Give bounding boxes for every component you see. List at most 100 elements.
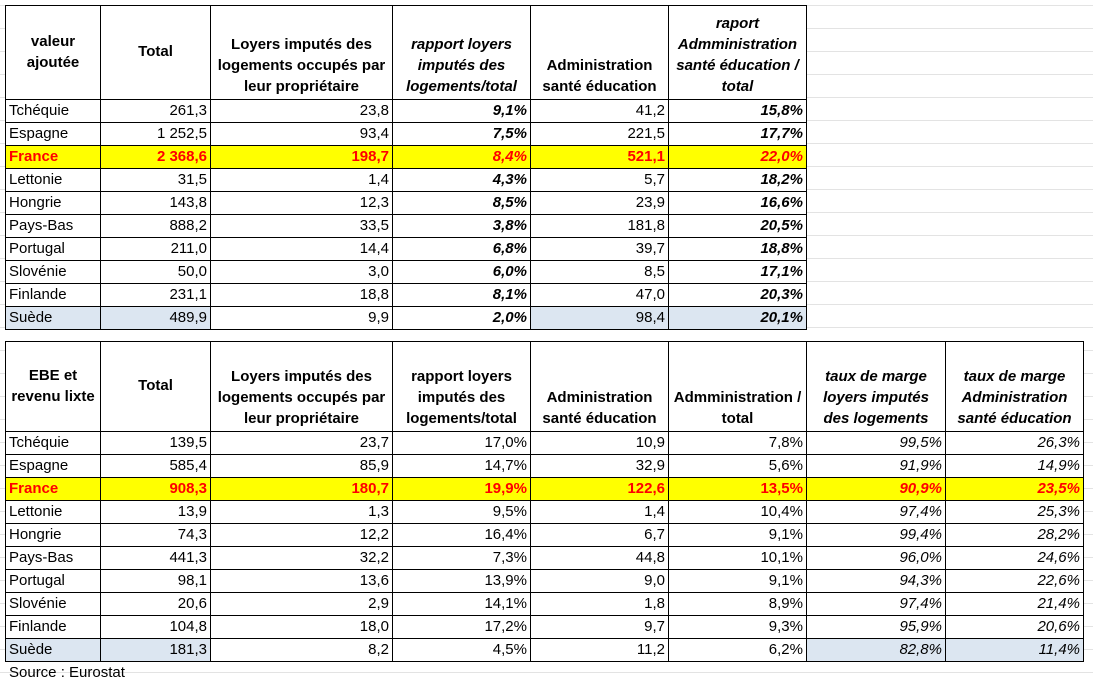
country-cell: Tchéquie [5, 99, 101, 123]
value-cell: 44,8 [530, 546, 669, 570]
value-cell: 91,9% [806, 454, 946, 478]
value-cell: 7,8% [668, 431, 807, 455]
country-cell: Espagne [5, 122, 101, 146]
value-cell: 33,5 [210, 214, 393, 238]
value-cell: 99,5% [806, 431, 946, 455]
value-cell: 18,2% [668, 168, 807, 192]
value-cell: 10,9 [530, 431, 669, 455]
value-cell: 22,6% [945, 569, 1084, 593]
value-cell: 90,9% [806, 477, 946, 501]
value-cell: 32,9 [530, 454, 669, 478]
value-cell: 1,3 [210, 500, 393, 524]
country-cell: Lettonie [5, 500, 101, 524]
value-cell: 97,4% [806, 500, 946, 524]
value-cell: 9,7 [530, 615, 669, 639]
value-cell: 85,9 [210, 454, 393, 478]
value-cell: 9,0 [530, 569, 669, 593]
data-row: Tchéquie 261,3 23,8 9,1% 41,2 15,8% [5, 99, 807, 123]
data-row: Lettonie 13,9 1,3 9,5% 1,4 10,4% 97,4% 25,3% [5, 500, 1084, 524]
data-row: Pays-Bas 888,2 33,5 3,8% 181,8 20,5% [5, 214, 807, 238]
value-cell: 5,7 [530, 168, 669, 192]
data-row: France 908,3 180,7 19,9% 122,6 13,5% 90,9% 23,5… [5, 477, 1084, 501]
value-cell: 98,1 [100, 569, 211, 593]
data-row: Portugal 98,1 13,6 13,9% 9,0 9,1% 94,3% 22,6% [5, 569, 1084, 593]
value-cell: 908,3 [100, 477, 211, 501]
value-cell: 8,9% [668, 592, 807, 616]
value-cell: 18,8% [668, 237, 807, 261]
value-cell: 47,0 [530, 283, 669, 307]
value-cell: 104,8 [100, 615, 211, 639]
value-cell: 14,4 [210, 237, 393, 261]
value-cell: 74,3 [100, 523, 211, 547]
value-cell: 3,0 [210, 260, 393, 284]
value-cell: 8,5 [530, 260, 669, 284]
value-cell: 20,6 [100, 592, 211, 616]
value-cell: 9,1% [668, 523, 807, 547]
value-cell: 6,8% [392, 237, 531, 261]
header-cell: Loyers imputés des logements occupés par… [210, 5, 393, 100]
value-cell: 18,8 [210, 283, 393, 307]
value-cell: 231,1 [100, 283, 211, 307]
value-cell: 12,2 [210, 523, 393, 547]
value-cell: 2,0% [392, 306, 531, 330]
value-cell: 441,3 [100, 546, 211, 570]
value-cell: 23,5% [945, 477, 1084, 501]
value-cell: 10,1% [668, 546, 807, 570]
country-cell: Suède [5, 638, 101, 662]
value-cell: 97,4% [806, 592, 946, 616]
country-cell: Finlande [5, 283, 101, 307]
value-cell: 585,4 [100, 454, 211, 478]
value-cell: 14,1% [392, 592, 531, 616]
header-cell: valeur ajoutée [5, 5, 101, 100]
value-cell: 41,2 [530, 99, 669, 123]
value-cell: 9,1% [668, 569, 807, 593]
value-cell: 8,5% [392, 191, 531, 215]
value-cell: 17,1% [668, 260, 807, 284]
value-added-table: valeur ajoutée Total Loyers imputés des lo… [5, 5, 807, 330]
value-cell: 39,7 [530, 237, 669, 261]
value-cell: 3,8% [392, 214, 531, 238]
value-cell: 50,0 [100, 260, 211, 284]
value-cell: 6,2% [668, 638, 807, 662]
value-cell: 19,9% [392, 477, 531, 501]
value-cell: 16,6% [668, 191, 807, 215]
value-cell: 181,8 [530, 214, 669, 238]
value-cell: 28,2% [945, 523, 1084, 547]
country-cell: Tchéquie [5, 431, 101, 455]
header-cell: Admministration / total [668, 341, 807, 432]
value-cell: 181,3 [100, 638, 211, 662]
country-cell: France [5, 477, 101, 501]
country-cell: Portugal [5, 237, 101, 261]
value-cell: 7,3% [392, 546, 531, 570]
country-cell: Hongrie [5, 191, 101, 215]
data-row: Finlande 231,1 18,8 8,1% 47,0 20,3% [5, 283, 807, 307]
header-cell: EBE et revenu lixte [5, 341, 101, 432]
source-note: Source : Eurostat [9, 664, 125, 681]
value-cell: 9,1% [392, 99, 531, 123]
value-cell: 1,4 [210, 168, 393, 192]
data-row: Hongrie 143,8 12,3 8,5% 23,9 16,6% [5, 191, 807, 215]
value-cell: 95,9% [806, 615, 946, 639]
value-cell: 13,6 [210, 569, 393, 593]
value-cell: 82,8% [806, 638, 946, 662]
country-cell: Lettonie [5, 168, 101, 192]
country-cell: Slovénie [5, 592, 101, 616]
value-cell: 12,3 [210, 191, 393, 215]
value-cell: 23,7 [210, 431, 393, 455]
value-cell: 23,9 [530, 191, 669, 215]
data-row: Portugal 211,0 14,4 6,8% 39,7 18,8% [5, 237, 807, 261]
header-cell: Administration santé éducation [530, 341, 669, 432]
header-cell: taux de marge loyers imputés des logemen… [806, 341, 946, 432]
value-cell: 139,5 [100, 431, 211, 455]
value-cell: 888,2 [100, 214, 211, 238]
country-cell: Pays-Bas [5, 546, 101, 570]
value-cell: 18,0 [210, 615, 393, 639]
header-cell: Loyers imputés des logements occupés par… [210, 341, 393, 432]
country-cell: Espagne [5, 454, 101, 478]
header-cell: raport Admministration santé éducation /… [668, 5, 807, 100]
value-cell: 20,1% [668, 306, 807, 330]
header-cell: Total [100, 341, 211, 432]
value-cell: 11,2 [530, 638, 669, 662]
value-cell: 13,5% [668, 477, 807, 501]
value-cell: 14,7% [392, 454, 531, 478]
